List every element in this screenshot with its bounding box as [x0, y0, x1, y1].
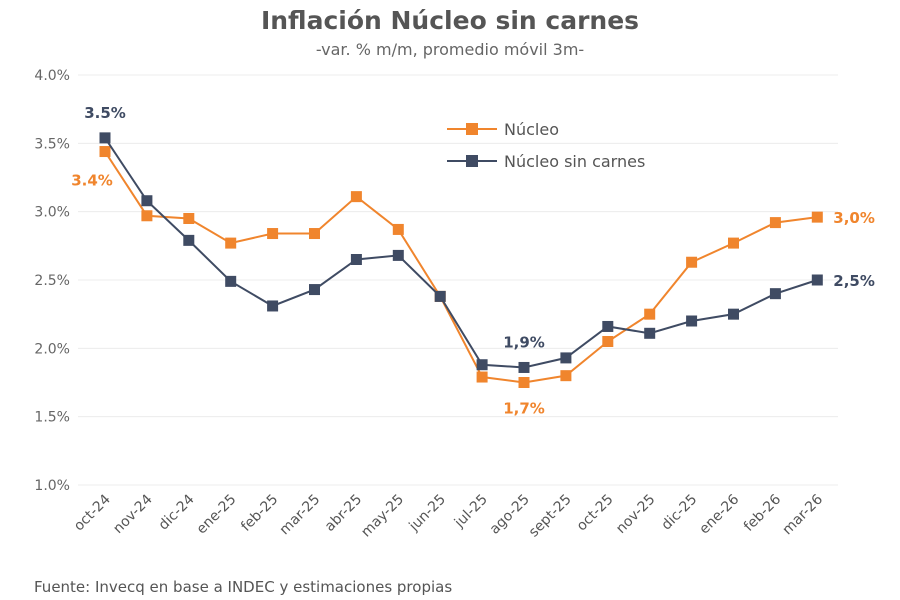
x-tick-label: jun-25 [406, 492, 449, 535]
data-point [811, 211, 823, 223]
data-point [728, 237, 739, 249]
data-point [183, 234, 195, 246]
y-tick-label: 3.5% [34, 136, 70, 152]
data-point [476, 359, 488, 371]
x-tick-label: may-25 [358, 492, 407, 541]
y-tick-label: 2.5% [34, 273, 70, 289]
x-tick-label: feb-25 [238, 492, 281, 535]
data-point [686, 256, 698, 268]
data-point [392, 249, 404, 261]
y-tick-label: 2.0% [34, 341, 70, 357]
data-point [602, 320, 614, 332]
x-tick-label: ene-26 [696, 491, 742, 537]
data-point [434, 290, 446, 302]
data-point [141, 210, 153, 222]
x-tick-label: dic-24 [156, 491, 198, 533]
data-point [518, 377, 530, 388]
x-tick-label: ago-25 [487, 492, 533, 538]
data-point [99, 146, 111, 158]
data-point [225, 275, 237, 287]
y-tick-label: 3.0% [34, 205, 70, 221]
data-label: 3,0% [833, 209, 875, 227]
x-tick-label: mar-25 [277, 492, 324, 539]
data-point [644, 327, 656, 339]
y-tick-label: 4.0% [34, 68, 70, 84]
data-point [560, 352, 572, 364]
x-tick-label: nov-25 [613, 492, 658, 537]
x-tick-label: oct-24 [71, 491, 114, 534]
chart-subtitle: -var. % m/m, promedio móvil 3m- [315, 40, 585, 59]
data-point [225, 237, 237, 249]
data-label: 1,9% [503, 333, 545, 351]
data-point [644, 308, 656, 320]
x-tick-label: sept-25 [526, 492, 575, 541]
legend-label: Núcleo [504, 120, 559, 139]
data-point [350, 254, 362, 265]
y-tick-label: 1.5% [34, 410, 70, 426]
data-point [686, 315, 698, 327]
data-point [769, 217, 781, 229]
x-tick-label: ene-25 [194, 492, 240, 538]
x-tick-label: dic-25 [658, 492, 700, 534]
data-label: 3.4% [71, 172, 113, 190]
legend-marker [466, 155, 478, 167]
x-tick-label: nov-24 [110, 491, 155, 536]
data-point [267, 300, 279, 312]
x-tick-label: feb-26 [741, 491, 784, 534]
data-point [309, 228, 320, 240]
data-point [476, 371, 488, 383]
data-point [728, 308, 739, 320]
data-point [518, 361, 530, 373]
x-tick-label: jul-25 [451, 492, 491, 532]
data-label: 3.5% [84, 104, 126, 122]
data-label: 1,7% [503, 400, 545, 418]
series-line-0 [104, 150, 818, 384]
data-point [267, 228, 279, 240]
series-line-1 [104, 137, 818, 369]
x-tick-label: oct-25 [574, 492, 617, 535]
source-note: Fuente: Invecq en base a INDEC y estimac… [34, 578, 453, 596]
data-point [769, 288, 781, 300]
legend-label: Núcleo sin carnes [504, 152, 645, 171]
data-point [392, 223, 404, 235]
data-point [350, 191, 362, 203]
data-label: 2,5% [833, 272, 875, 290]
data-point [560, 370, 572, 382]
data-point [99, 132, 111, 144]
data-point [811, 274, 823, 286]
data-point [602, 336, 614, 347]
data-point [309, 284, 320, 296]
chart-title: Inflación Núcleo sin carnes [260, 6, 640, 35]
legend-marker [466, 123, 478, 135]
data-point [141, 195, 153, 207]
x-tick-label: mar-26 [779, 491, 826, 538]
y-tick-label: 1.0% [34, 478, 70, 494]
data-point [183, 213, 195, 224]
